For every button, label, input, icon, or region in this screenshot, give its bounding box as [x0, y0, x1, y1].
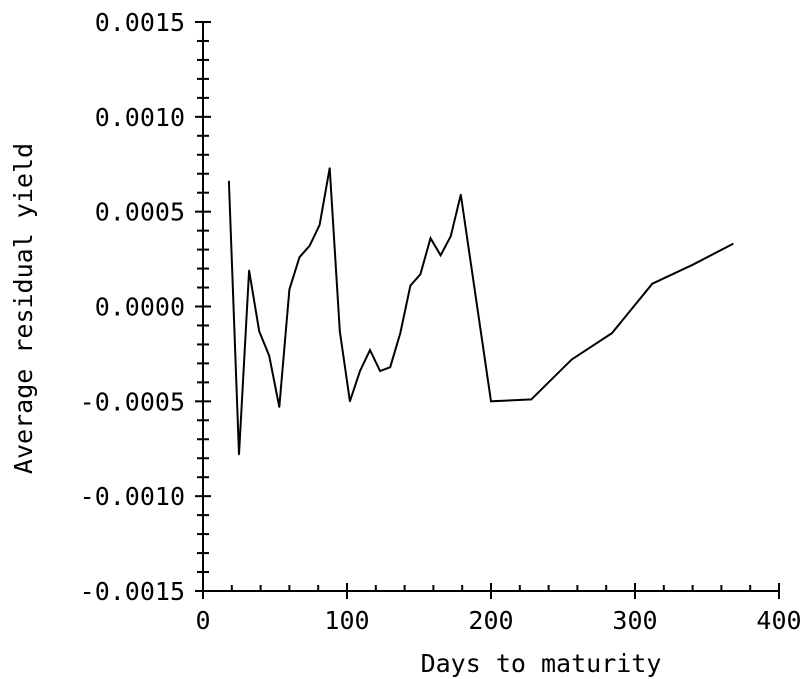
- data-point: [258, 330, 260, 332]
- data-point: [308, 245, 311, 247]
- data-point: [429, 237, 432, 240]
- y-tick-label: -0.0005: [80, 387, 185, 416]
- data-point: [328, 167, 331, 169]
- data-point: [691, 263, 694, 266]
- tick-labels: 0.0015 0.0010 0.0005 0.0000 -0.0005 -0.0010 -0…: [80, 8, 802, 635]
- data-point: [409, 284, 412, 287]
- data-point: [228, 180, 230, 183]
- data-point: [732, 243, 734, 245]
- y-tick-label: 0.0015: [95, 8, 185, 37]
- data-point: [359, 370, 361, 372]
- data-point: [349, 400, 351, 403]
- y-tick-label: 0.0000: [95, 293, 185, 322]
- x-axis-title: Days to maturity: [421, 649, 662, 678]
- x-tick-label: 100: [324, 606, 369, 635]
- data-point: [278, 406, 281, 408]
- series-line: [227, 167, 734, 455]
- x-tick-label: 0: [195, 606, 210, 635]
- x-tick-label: 300: [612, 606, 657, 635]
- data-point: [288, 288, 291, 291]
- data-point: [449, 235, 452, 238]
- data-point: [268, 355, 271, 357]
- data-point: [339, 330, 341, 332]
- data-point: [651, 282, 654, 285]
- ticks: [195, 21, 780, 599]
- data-point: [318, 224, 321, 226]
- data-point: [419, 273, 422, 276]
- data-point: [611, 332, 613, 334]
- data-point: [248, 269, 250, 272]
- axes: [202, 22, 779, 592]
- data-point: [298, 256, 301, 258]
- data-point: [459, 193, 462, 196]
- data-point: [379, 370, 381, 372]
- y-tick-label: -0.0015: [80, 577, 185, 606]
- y-tick-label: -0.0010: [80, 482, 185, 511]
- y-tick-label: 0.0010: [95, 103, 185, 132]
- data-point: [399, 332, 402, 334]
- data-point: [490, 400, 492, 403]
- y-tick-label: 0.0005: [95, 198, 185, 227]
- data-point: [530, 398, 533, 401]
- data-point: [389, 366, 392, 368]
- x-tick-label: 400: [756, 606, 801, 635]
- data-point: [369, 349, 371, 351]
- x-tick-label: 200: [468, 606, 513, 635]
- data-point: [570, 358, 573, 361]
- y-axis-title: Average residual yield: [9, 143, 38, 474]
- data-point: [238, 453, 240, 456]
- series-layer: [227, 167, 734, 456]
- data-point: [439, 254, 442, 257]
